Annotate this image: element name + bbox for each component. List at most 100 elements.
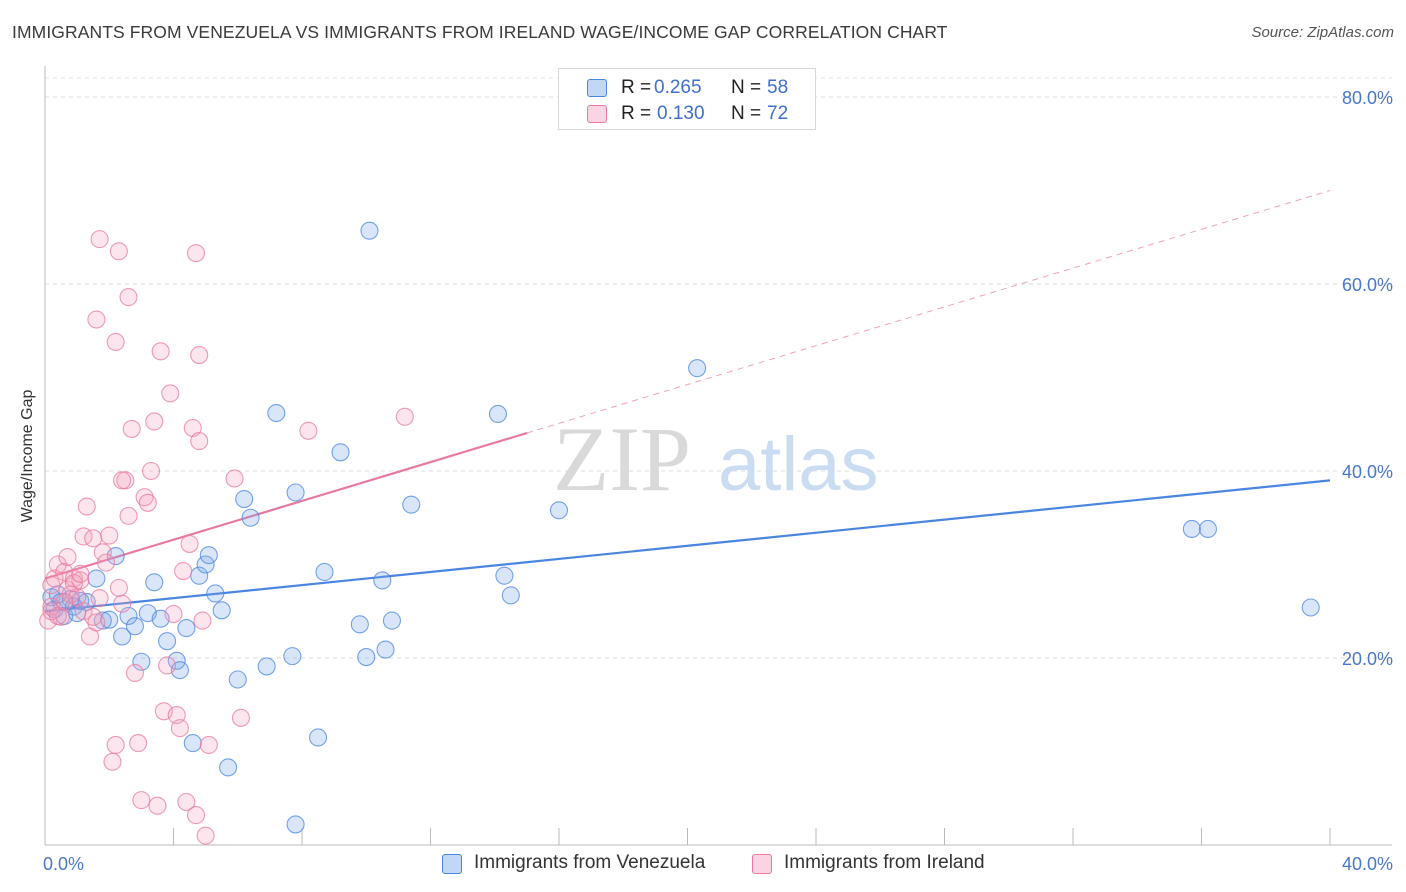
data-point: [1301, 598, 1320, 617]
data-point: [100, 526, 119, 545]
data-point: [360, 221, 379, 240]
trend-line-solid: [44, 479, 1331, 613]
watermark: ZIP atlas: [553, 408, 879, 510]
data-point: [106, 332, 125, 352]
trend-line-extension: [526, 190, 1331, 434]
data-point: [74, 602, 93, 621]
data-point: [64, 569, 83, 588]
data-point: [1198, 519, 1217, 539]
data-point: [45, 569, 64, 588]
data-point: [186, 244, 206, 263]
gridlines: [45, 77, 1392, 659]
data-point: [64, 574, 83, 593]
data-point: [196, 826, 215, 845]
data-point: [283, 647, 302, 666]
data-point: [257, 657, 276, 676]
source-label: Source: ZipAtlas.com: [1251, 24, 1394, 41]
data-point: [71, 564, 90, 583]
series-ireland: [39, 230, 414, 845]
data-point: [241, 508, 260, 527]
data-point: [183, 418, 202, 438]
data-point: [132, 791, 151, 810]
data-point: [231, 708, 251, 727]
data-point: [1182, 519, 1201, 539]
data-point: [84, 607, 103, 626]
data-point: [174, 561, 193, 581]
data-point: [158, 632, 177, 651]
data-point: [87, 310, 106, 329]
legend: R = 0.265 N = 58 R = 0.130 N = 72: [558, 68, 816, 130]
legend-r-label: R =: [621, 103, 652, 124]
data-point: [357, 648, 376, 667]
data-point: [170, 719, 189, 738]
data-point: [488, 404, 508, 424]
data-point: [96, 553, 116, 572]
data-point: [148, 796, 167, 815]
tick-labels: 20.0% 40.0% 60.0% 80.0% 0.0% 40.0%: [43, 88, 1393, 874]
y-tick-label: 80.0%: [1342, 88, 1393, 108]
data-point: [219, 758, 238, 777]
trend-lines: [44, 190, 1331, 613]
legend-r-value: 0.265: [654, 77, 702, 98]
data-point: [309, 728, 328, 747]
data-point: [125, 663, 144, 683]
data-point: [90, 589, 109, 608]
data-point: [113, 594, 132, 613]
data-point: [186, 806, 206, 825]
legend-r-value: 0.130: [657, 103, 705, 124]
legend-n-label: N =: [731, 77, 762, 98]
data-point: [190, 346, 209, 365]
data-point: [376, 640, 395, 659]
data-point: [58, 547, 77, 567]
data-point: [228, 670, 247, 689]
bottom-legend-label: Immigrants from Venezuela: [474, 852, 706, 873]
legend-n-value: 72: [767, 103, 789, 124]
data-point: [331, 443, 350, 462]
bottom-legend-label: Immigrants from Ireland: [784, 852, 985, 873]
data-point: [267, 403, 286, 423]
legend-r-label: R =: [621, 77, 652, 98]
data-point: [395, 407, 414, 426]
bottom-legend-swatch-venezuela: [442, 854, 462, 874]
data-point: [180, 534, 199, 553]
data-point: [286, 483, 305, 502]
data-point: [87, 569, 106, 588]
x-tick-label: 0.0%: [43, 854, 84, 874]
data-point: [199, 546, 218, 565]
data-point: [77, 497, 96, 516]
watermark-zip: ZIP: [553, 408, 691, 510]
data-point: [113, 627, 132, 646]
data-point: [495, 566, 514, 585]
data-point: [151, 342, 170, 361]
data-point: [42, 602, 61, 621]
data-point: [190, 432, 209, 451]
legend-swatch-ireland: [587, 105, 607, 123]
data-point: [402, 495, 421, 514]
data-point: [141, 461, 161, 481]
series-venezuela: [42, 221, 1320, 834]
data-point: [109, 242, 128, 261]
data-point: [119, 288, 138, 307]
data-point: [164, 605, 183, 624]
data-point: [315, 562, 334, 582]
y-tick-label: 60.0%: [1342, 275, 1393, 295]
data-point: [212, 601, 231, 620]
data-point: [113, 471, 132, 490]
trend-line-solid: [44, 431, 528, 580]
data-point: [688, 359, 707, 378]
data-point: [350, 615, 369, 634]
data-point: [55, 592, 74, 611]
y-tick-label: 40.0%: [1342, 462, 1393, 482]
data-point: [161, 384, 180, 403]
y-tick-label: 20.0%: [1342, 649, 1393, 669]
data-point: [177, 619, 196, 638]
data-points: [39, 221, 1320, 845]
data-point: [90, 230, 109, 249]
data-point: [106, 735, 125, 755]
data-point: [138, 493, 157, 512]
data-point: [158, 656, 177, 675]
data-point: [183, 734, 202, 753]
legend-swatch-venezuela: [587, 79, 607, 97]
data-point: [132, 652, 151, 671]
data-point: [145, 573, 164, 592]
